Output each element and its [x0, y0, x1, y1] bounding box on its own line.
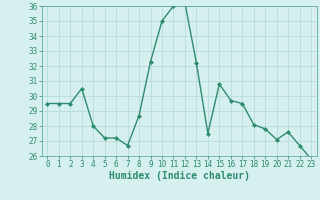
X-axis label: Humidex (Indice chaleur): Humidex (Indice chaleur)	[109, 171, 250, 181]
